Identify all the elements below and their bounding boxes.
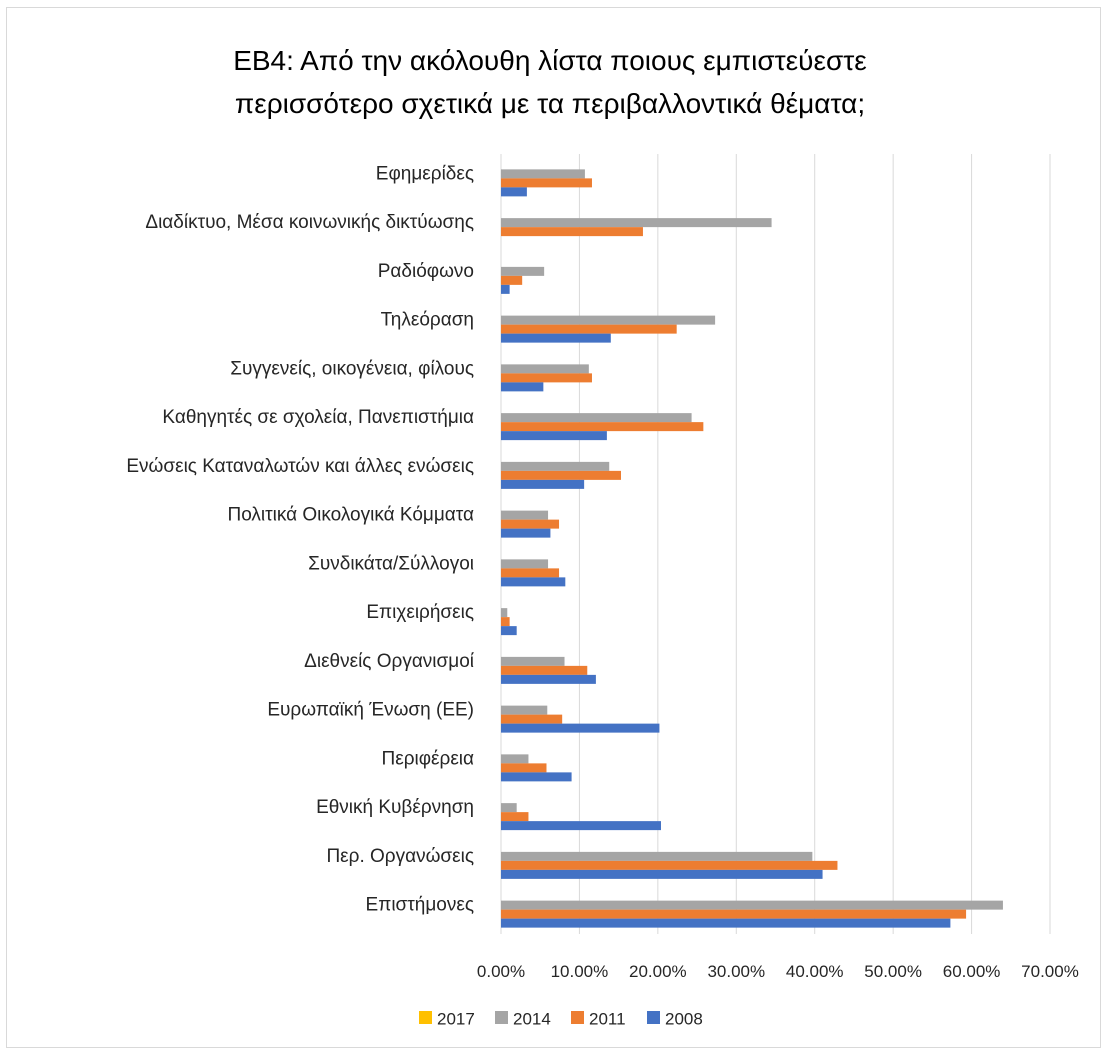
bar-2014 (501, 851, 813, 861)
bar-2014 (501, 364, 589, 374)
legend-label-2014: 2014 (513, 1009, 551, 1028)
bar-2011 (501, 324, 677, 334)
bar-2014 (501, 656, 565, 666)
bar-2011 (501, 373, 592, 383)
category-label: Ραδιόφωνο (378, 261, 474, 282)
category-label: Ενώσεις Καταναλωτών και άλλες ενώσεις (126, 456, 474, 477)
category-label: Πολιτικά Οικολογικά Κόμματα (227, 505, 474, 526)
bar-2008 (501, 772, 572, 782)
bar-2008 (501, 918, 951, 928)
bar-2011 (501, 617, 510, 627)
x-tick-label: 30.00% (707, 962, 765, 981)
category-label: Επιστήμονες (366, 895, 474, 916)
category-label: Διαδίκτυο, Μέσα κοινωνικής δικτύωσης (145, 212, 474, 233)
category-label: Εθνική Κυβέρνηση (316, 797, 474, 818)
chart-title-line-1: ΕΒ4: Από την ακόλουθη λίστα ποιους εμπισ… (233, 45, 867, 76)
category-label: Επιχειρήσεις (366, 602, 474, 623)
category-label: Διεθνείς Οργανισμοί (304, 651, 475, 672)
bar-2011 (501, 227, 643, 237)
bar-2014 (501, 315, 716, 325)
category-label: Συγγενείς, οικογένεια, φίλους (230, 358, 474, 379)
x-tick-label: 40.00% (786, 962, 844, 981)
legend-label-2011: 2011 (589, 1009, 626, 1028)
bar-2011 (501, 275, 523, 285)
x-tick-label: 60.00% (943, 962, 1001, 981)
legend: 2017 2014 2011 2008 (419, 1009, 703, 1028)
category-label: Περιφέρεια (382, 748, 475, 769)
bar-2011 (501, 665, 588, 675)
x-tick-label: 50.00% (864, 962, 922, 981)
x-tick-label: 20.00% (629, 962, 687, 981)
bar-2014 (501, 169, 585, 179)
category-label: Περ. Οργανώσεις (326, 846, 474, 867)
legend-swatch-2014 (495, 1011, 508, 1024)
bar-2014 (501, 559, 549, 569)
x-axis-tick-labels: 0.00% 10.00% 20.00% 30.00% 40.00% 50.00% 60.00… (477, 962, 1079, 981)
chart-title: ΕΒ4: Από την ακόλουθη λίστα ποιους εμπισ… (233, 45, 867, 119)
bar-2014 (501, 218, 772, 228)
category-label: Συνδικάτα/Σύλλογοι (308, 553, 474, 574)
chart-title-line-2: περισσότερο σχετικά με τα περιβαλλοντικά… (235, 88, 865, 119)
bar-2008 (501, 333, 611, 343)
bar-2011 (501, 714, 563, 724)
x-tick-label: 70.00% (1021, 962, 1079, 981)
bar-2008 (501, 869, 823, 879)
x-tick-label: 10.00% (551, 962, 609, 981)
bar-2008 (501, 723, 660, 733)
bar-2011 (501, 763, 547, 773)
legend-label-2008: 2008 (665, 1009, 703, 1028)
bar-2014 (501, 754, 529, 764)
bar-2014 (501, 803, 517, 813)
bar-2008 (501, 187, 527, 197)
bar-2011 (501, 860, 838, 870)
category-label: Καθηγητές σε σχολεία, Πανεπιστήμια (162, 407, 474, 428)
bar-2008 (501, 674, 596, 684)
bar-2008 (501, 382, 544, 392)
bar-2014 (501, 608, 508, 618)
category-labels: Εφημερίδες Διαδίκτυο, Μέσα κοινωνικής δικ… (126, 163, 474, 915)
x-tick-label: 0.00% (477, 962, 525, 981)
bar-2011 (501, 470, 621, 480)
bar-2014 (501, 461, 610, 471)
legend-swatch-2017 (419, 1011, 432, 1024)
bar-2014 (501, 705, 548, 715)
legend-swatch-2008 (647, 1011, 660, 1024)
bar-2008 (501, 577, 566, 587)
bar-2008 (501, 479, 585, 489)
bar-2008 (501, 431, 607, 441)
bar-2011 (501, 909, 967, 919)
legend-swatch-2011 (571, 1011, 584, 1024)
bar-2014 (501, 510, 549, 520)
bar-2011 (501, 519, 560, 529)
bar-2008 (501, 821, 661, 831)
bar-2011 (501, 812, 529, 822)
category-label: Ευρωπαϊκή Ένωση (ΕΕ) (267, 700, 474, 721)
category-label: Εφημερίδες (376, 163, 474, 184)
bar-2008 (501, 284, 510, 294)
bar-2011 (501, 178, 592, 188)
bar-2014 (501, 413, 692, 423)
bar-2011 (501, 568, 560, 578)
bar-2014 (501, 900, 1003, 910)
bar-2011 (501, 422, 704, 432)
bars (501, 169, 1003, 928)
bar-2008 (501, 626, 517, 636)
legend-label-2017: 2017 (437, 1009, 475, 1028)
bar-2014 (501, 266, 545, 276)
bar-2008 (501, 528, 551, 538)
category-label: Τηλεόραση (381, 310, 474, 331)
